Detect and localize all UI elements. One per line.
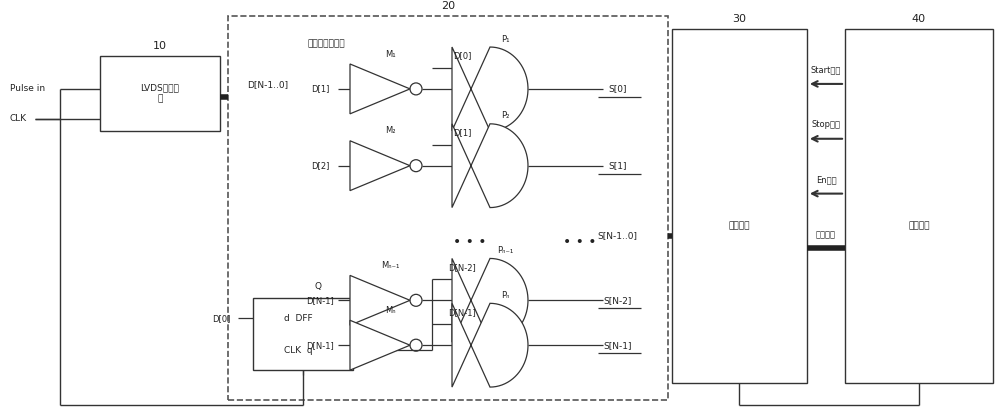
Text: S[N-2]: S[N-2]: [604, 296, 632, 305]
Text: • • •: • • •: [563, 236, 597, 249]
Text: 40: 40: [912, 14, 926, 24]
Text: Q: Q: [314, 282, 322, 291]
Text: Mₙ: Mₙ: [385, 306, 395, 315]
Text: D[N-1]: D[N-1]: [306, 341, 334, 350]
Text: 计数结果: 计数结果: [816, 230, 836, 239]
Text: D[N-1]: D[N-1]: [448, 308, 476, 317]
Text: CLK  q: CLK q: [284, 346, 312, 354]
Text: D[0]: D[0]: [212, 314, 230, 323]
Text: D[N-2]: D[N-2]: [448, 263, 476, 272]
Text: D[0]: D[0]: [453, 51, 471, 60]
Text: S[0]: S[0]: [609, 84, 627, 93]
Text: 计数电路: 计数电路: [729, 221, 750, 231]
Polygon shape: [452, 47, 528, 131]
Text: S[N-1..0]: S[N-1..0]: [597, 231, 637, 240]
Text: 20: 20: [441, 1, 455, 11]
Text: S[1]: S[1]: [609, 161, 627, 170]
Text: Pₙ₋₁: Pₙ₋₁: [497, 246, 513, 255]
Text: 30: 30: [732, 14, 746, 24]
Text: D[1]: D[1]: [311, 84, 329, 93]
Polygon shape: [452, 124, 528, 208]
Polygon shape: [350, 64, 410, 114]
Text: LVDS接收电
路: LVDS接收电 路: [141, 84, 179, 103]
Bar: [228, 16, 668, 400]
Text: d  DFF: d DFF: [284, 314, 312, 323]
Text: P₂: P₂: [501, 111, 509, 121]
Text: D[1]: D[1]: [453, 128, 471, 137]
Bar: [845, 29, 993, 383]
Polygon shape: [452, 259, 528, 342]
Text: M₁: M₁: [385, 50, 395, 58]
Polygon shape: [350, 275, 410, 325]
Text: Stop信号: Stop信号: [812, 121, 840, 129]
Text: P₁: P₁: [501, 35, 509, 43]
Text: D[N-1..0]: D[N-1..0]: [247, 80, 289, 89]
Text: 控制电路: 控制电路: [908, 221, 930, 231]
Text: 10: 10: [153, 41, 167, 51]
Text: Pulse in: Pulse in: [10, 84, 45, 93]
Bar: [672, 29, 807, 383]
Text: • • •: • • •: [453, 236, 487, 249]
Text: Start信号: Start信号: [811, 65, 841, 75]
Polygon shape: [350, 320, 410, 370]
Polygon shape: [350, 141, 410, 191]
Polygon shape: [452, 303, 528, 387]
Text: En信号: En信号: [816, 175, 836, 184]
Text: 上升沿检测电路: 上升沿检测电路: [308, 40, 346, 48]
Bar: [253, 298, 353, 370]
Bar: [100, 56, 220, 131]
Text: S[N-1]: S[N-1]: [604, 341, 632, 350]
Text: D[2]: D[2]: [311, 161, 329, 170]
Text: Mₙ₋₁: Mₙ₋₁: [381, 261, 399, 270]
Text: Pₙ: Pₙ: [501, 291, 509, 300]
Text: D[N-1]: D[N-1]: [306, 296, 334, 305]
Text: M₂: M₂: [385, 126, 395, 135]
Text: CLK: CLK: [10, 114, 27, 123]
